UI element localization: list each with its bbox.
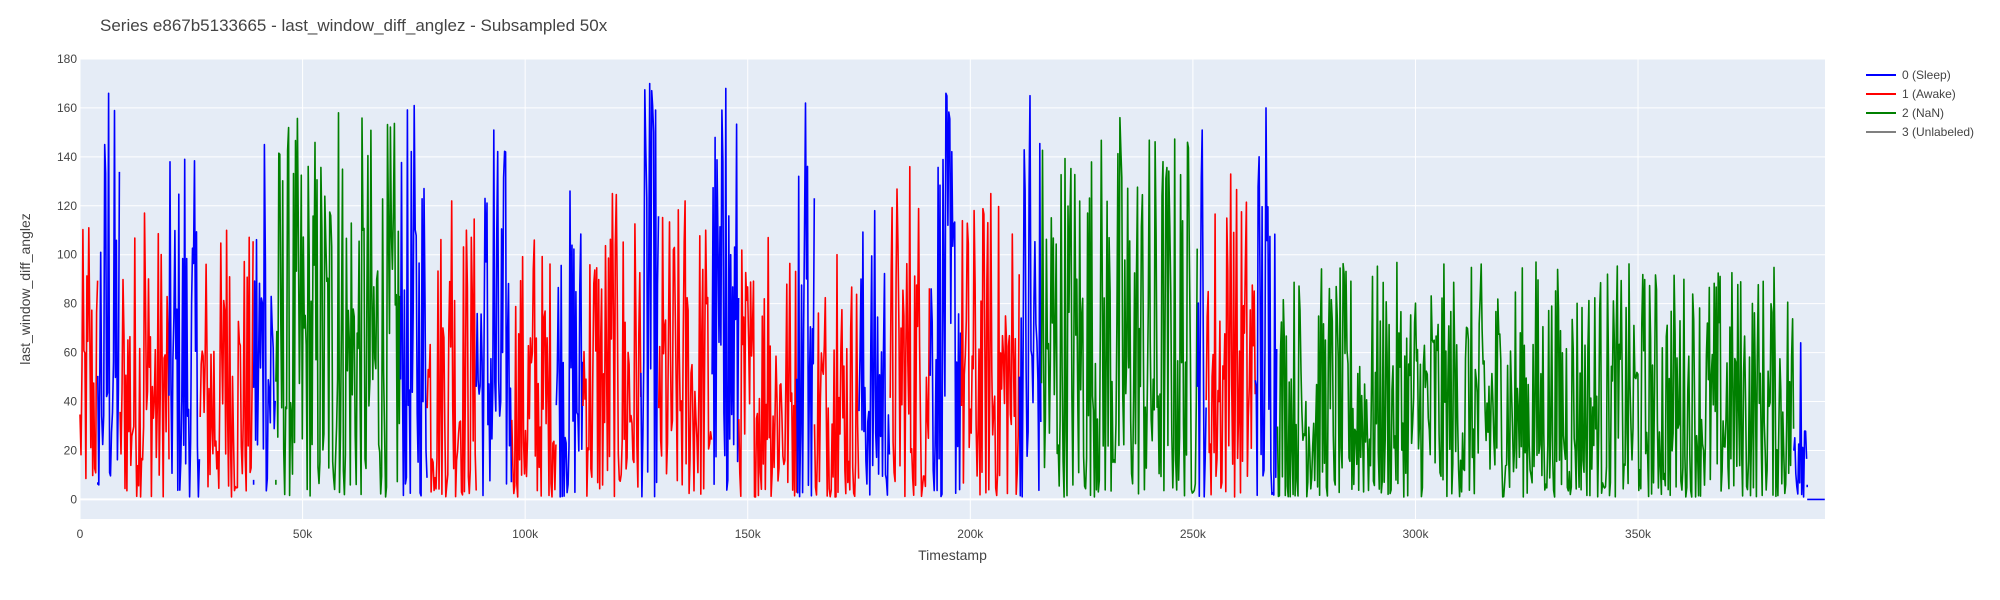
legend-label: 3 (Unlabeled) [1902,125,1974,139]
x-tick-label: 100k [512,527,539,541]
legend-label: 2 (NaN) [1902,106,1944,120]
series-trace-segment [738,236,798,498]
x-axis-ticks: 0 50k 100k 150k 200k 250k 300k 350k [77,527,1652,541]
x-tick-label: 350k [1625,527,1652,541]
series-trace-segment [929,92,962,498]
series-trace-segment [119,212,170,498]
y-tick-label: 140 [57,150,77,164]
series-trace-segment [1276,261,1795,498]
legend[interactable]: 0 (Sleep) 1 (Awake) 2 (NaN) 3 (Unlabeled) [1866,68,1974,139]
y-tick-label: 80 [64,297,78,311]
legend-item[interactable]: 0 (Sleep) [1866,68,1951,82]
series-trace-segment [1196,129,1207,498]
series-trace-segment [168,158,201,498]
y-tick-label: 160 [57,101,77,115]
y-tick-label: 60 [64,346,78,360]
x-tick-label: 200k [957,527,984,541]
series-trace-segment [1205,173,1256,498]
series-trace-segment [1254,107,1278,497]
y-tick-label: 180 [57,52,77,66]
series-trace-segment [426,200,477,498]
series-trace-segment [1040,116,1198,498]
series-trace-segment [582,192,642,498]
y-tick-label: 20 [64,443,78,457]
series-trace-segment [711,87,740,491]
x-tick-label: 300k [1402,527,1429,541]
x-tick-label: 250k [1180,527,1207,541]
series-trace-segment [97,92,121,486]
x-tick-label: 0 [77,527,84,541]
series-trace-segment [79,227,99,480]
y-tick-label: 100 [57,248,77,262]
legend-item[interactable]: 3 (Unlabeled) [1866,125,1974,139]
series-trace-segment [640,82,660,498]
y-axis-title: last_window_diff_anglez [17,213,33,365]
series-trace-segment [555,190,584,498]
x-tick-label: 50k [293,527,313,541]
y-axis-ticks: 0 20 40 60 80 100 120 140 160 180 [57,52,77,506]
series-trace-segment [275,112,401,498]
legend-item[interactable]: 1 (Awake) [1866,87,1956,101]
legend-label: 1 (Awake) [1902,87,1956,101]
series-trace-segment [199,229,254,498]
series-trace-segment [399,104,428,497]
series-trace-segment [813,253,860,498]
series-trace-segment [657,200,713,495]
x-axis-title: Timestamp [918,547,987,563]
chart-title: Series e867b5133665 - last_window_diff_a… [100,16,608,35]
series-trace-segment [858,209,891,496]
series-trace-segment [1018,94,1042,498]
series-trace-segment [1793,341,1808,498]
series-trace-segment [252,143,276,492]
y-tick-label: 40 [64,395,78,409]
y-tick-label: 120 [57,199,77,213]
series-trace-segment [960,192,1020,497]
legend-label: 0 (Sleep) [1902,68,1951,82]
series-trace-segment [511,239,557,498]
data-traces [79,82,1825,501]
x-tick-label: 150k [735,527,762,541]
series-trace-segment [795,102,816,498]
legend-item[interactable]: 2 (NaN) [1866,106,1944,120]
series-trace-segment [889,165,931,498]
series-trace-segment [475,129,513,497]
y-tick-label: 0 [70,492,77,506]
